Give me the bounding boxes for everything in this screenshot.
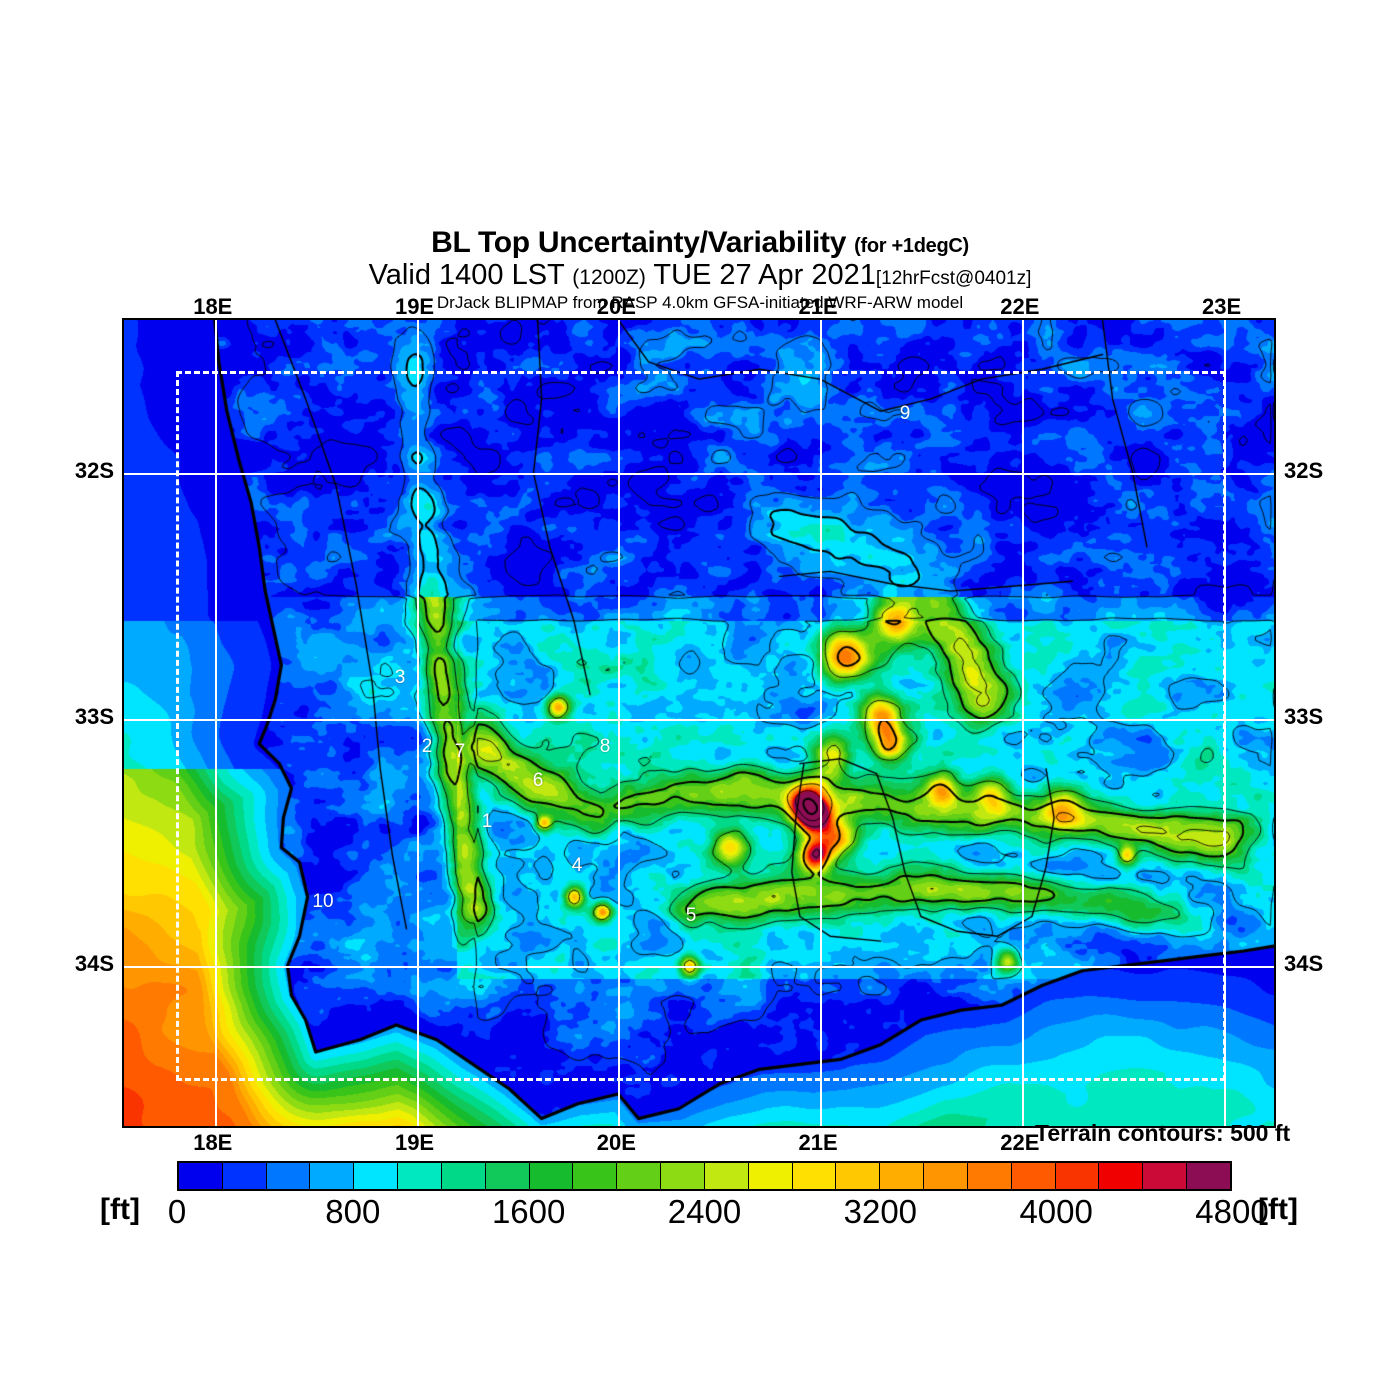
map-waypoint-marker[interactable]: 8 [599,736,611,757]
colorbar-segment [967,1163,1012,1189]
axis-label-lon-bottom: 18E [193,1130,233,1155]
colorbar-tick-label: 4800 [1195,1193,1269,1230]
valid-date: TUE 27 Apr 2021 [653,259,876,291]
axis-label-lat-right: 33S [1284,704,1324,730]
colorbar-segment [748,1163,793,1189]
title-block: BL Top Uncertainty/Variability (for +1de… [0,228,1400,312]
map-waypoint-marker[interactable]: 7 [454,741,466,762]
colorbar-segment [836,1163,881,1189]
colorbar-segment [266,1163,311,1189]
colorbar-segment [354,1163,399,1189]
colorbar-segment [485,1163,530,1189]
map-waypoint-marker[interactable]: 3 [394,667,406,688]
axis-label-lat-left: 32S [74,457,114,483]
colorbar-segment [704,1163,749,1189]
forecast-tag: [12hrFcst@0401z] [875,268,1032,289]
colorbar-segment [1011,1163,1056,1189]
colorbar-segment [617,1163,662,1189]
terrain-contour-note: Terrain contours: 500 ft [1035,1120,1291,1146]
axis-label-lon-top: 18E [193,294,233,319]
map-waypoint-marker[interactable]: 1 [481,811,493,832]
axis-label-lon-top: 20E [596,294,636,319]
colorbar-tick-label: 800 [325,1193,381,1230]
colorbar-segment [792,1163,837,1189]
colorbar-tick-label: 0 [167,1193,187,1230]
colorbar-segments [177,1161,1232,1191]
colorbar-segment [1055,1163,1100,1189]
colorbar-segment [1099,1163,1144,1189]
map-plot-area[interactable]: 9 3 2 7 8 6 1 4 10 5 [122,318,1276,1128]
colorbar-segment [661,1163,705,1189]
colorbar[interactable] [177,1161,1232,1191]
axis-label-lat-left: 34S [74,950,114,976]
colorbar-segment [179,1163,223,1189]
colorbar-segment [1187,1163,1230,1189]
map-waypoint-marker[interactable]: 10 [312,891,334,912]
colorbar-segment [529,1163,574,1189]
axis-label-lon-top: 23E [1201,294,1242,319]
axis-label-lon-bottom: 21E [798,1130,838,1155]
axis-label-lon-bottom: 20E [596,1130,636,1155]
chart-title: BL Top Uncertainty/Variability (for +1de… [0,228,1400,258]
axis-label-lon-bottom: 22E [1000,1130,1040,1155]
colorbar-tick-label: 3200 [843,1193,918,1230]
axis-label-lat-right: 34S [1284,950,1324,976]
colorbar-unit-right: [ft] [1258,1193,1298,1226]
axis-label-lon-top: 22E [1000,294,1040,319]
colorbar-tick-label: 2400 [667,1193,742,1230]
valid-time-utc: (1200Z) [572,266,646,289]
colorbar-tick-label: 1600 [491,1193,566,1230]
map-waypoint-marker[interactable]: 2 [421,736,433,757]
chart-subtitle: Valid 1400 LST (1200Z) TUE 27 Apr 2021[1… [0,261,1400,290]
axis-label-lat-right: 32S [1284,457,1324,483]
colorbar-segment [441,1163,486,1189]
colorbar-unit-left: [ft] [100,1193,140,1226]
colorbar-segment [924,1163,968,1189]
map-waypoint-marker[interactable]: 9 [899,403,911,424]
chart-title-main: BL Top Uncertainty/Variability [431,226,847,259]
axis-label-lat-left: 33S [74,704,114,730]
colorbar-segment [880,1163,925,1189]
axis-label-lon-top: 21E [798,294,838,319]
axis-label-lon-top: 19E [394,294,435,319]
map-waypoint-marker[interactable]: 6 [532,770,544,791]
colorbar-segment [398,1163,442,1189]
colorbar-tick-label: 4000 [1019,1193,1093,1230]
colorbar-segment [1143,1163,1188,1189]
map-waypoint-marker[interactable]: 4 [571,855,583,876]
axis-label-lon-bottom: 19E [394,1130,435,1155]
colorbar-segment [310,1163,355,1189]
chart-title-suffix: (for +1degC) [854,235,969,257]
colorbar-segment [222,1163,267,1189]
map-raster [124,320,1274,1126]
chart-source: DrJack BLIPMAP from RASP 4.0km GFSA-init… [436,293,964,312]
valid-time: Valid 1400 LST [368,259,565,291]
colorbar-segment [573,1163,618,1189]
map-waypoint-marker[interactable]: 5 [685,905,697,926]
